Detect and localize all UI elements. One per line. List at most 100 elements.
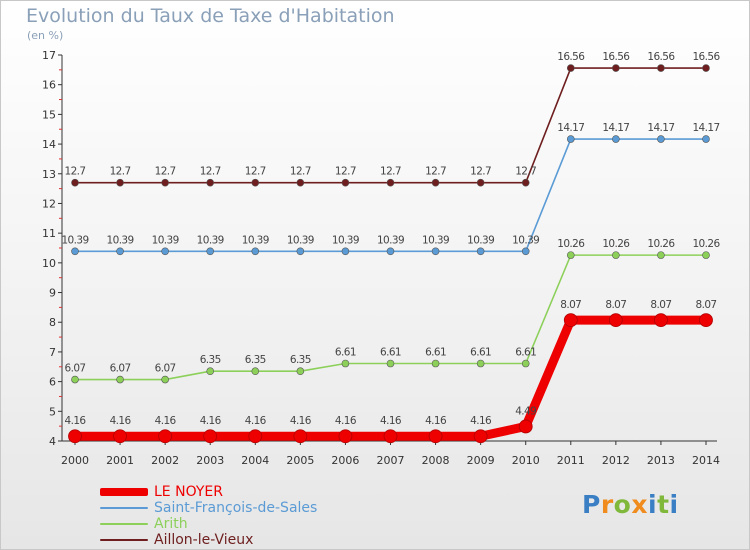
- data-label-aillon-le-vieux: 16.56: [602, 51, 630, 63]
- data-point-aillon-le-vieux: [386, 178, 395, 187]
- x-tick-label: 2008: [422, 454, 450, 467]
- data-label-le-noyer: 4.16: [200, 415, 222, 427]
- y-tick-label: 16: [42, 79, 56, 92]
- data-point-arith: [116, 375, 124, 384]
- data-label-arith: 10.26: [647, 238, 675, 250]
- data-point-saint-francois-de-sales: [71, 247, 79, 256]
- data-point-arith: [657, 251, 665, 259]
- data-label-le-noyer: 8.07: [696, 299, 717, 311]
- data-point-le-noyer: [563, 313, 578, 328]
- data-point-aillon-le-vieux: [612, 64, 620, 72]
- data-point-arith: [71, 375, 79, 384]
- data-label-saint-francois-de-sales: 10.39: [287, 234, 314, 246]
- data-label-saint-francois-de-sales: 10.39: [422, 234, 449, 246]
- data-point-aillon-le-vieux: [251, 178, 260, 187]
- data-point-saint-francois-de-sales: [431, 247, 440, 256]
- data-label-le-noyer: 8.07: [605, 299, 626, 311]
- logo-letter: P: [582, 490, 601, 519]
- data-label-arith: 10.26: [692, 238, 720, 250]
- x-tick-label: 2006: [331, 454, 359, 467]
- data-point-saint-francois-de-sales: [702, 135, 710, 143]
- data-point-le-noyer: [608, 313, 623, 328]
- logo-letter: i: [648, 490, 658, 519]
- data-label-le-noyer: 4.16: [245, 415, 267, 427]
- data-point-le-noyer: [113, 429, 127, 444]
- data-label-arith: 6.61: [380, 347, 401, 359]
- data-label-le-noyer: 4.16: [65, 415, 87, 427]
- data-point-le-noyer: [248, 429, 263, 444]
- data-point-le-noyer: [518, 419, 533, 434]
- data-point-aillon-le-vieux: [476, 178, 485, 187]
- data-point-arith: [566, 251, 575, 259]
- data-label-saint-francois-de-sales: 14.17: [647, 122, 674, 134]
- y-tick-label: 8: [49, 316, 56, 329]
- data-label-le-noyer: 4.16: [335, 415, 357, 427]
- data-point-arith: [161, 375, 169, 384]
- legend-swatch: [100, 523, 148, 525]
- y-tick-label: 6: [49, 376, 56, 389]
- data-point-aillon-le-vieux: [431, 178, 440, 187]
- data-label-aillon-le-vieux: 16.56: [647, 51, 675, 63]
- data-label-aillon-le-vieux: 12.7: [515, 166, 536, 178]
- legend-label: Arith: [154, 516, 188, 532]
- y-tick-label: 4: [49, 435, 56, 448]
- data-point-aillon-le-vieux: [71, 178, 79, 187]
- data-point-aillon-le-vieux: [116, 178, 124, 187]
- data-point-arith: [612, 251, 620, 259]
- data-label-aillon-le-vieux: 12.7: [110, 166, 131, 178]
- legend-label: LE NOYER: [154, 484, 223, 500]
- data-point-saint-francois-de-sales: [566, 135, 575, 143]
- x-tick-label: 2004: [241, 454, 269, 467]
- data-point-arith: [341, 359, 350, 368]
- data-point-aillon-le-vieux: [657, 64, 665, 72]
- y-tick-label: 10: [42, 257, 56, 270]
- data-point-saint-francois-de-sales: [341, 247, 350, 256]
- data-label-aillon-le-vieux: 16.56: [557, 51, 585, 63]
- x-tick-label: 2005: [286, 454, 314, 467]
- data-point-arith: [702, 251, 710, 259]
- data-point-le-noyer: [654, 313, 668, 328]
- logo-letter: x: [631, 490, 648, 519]
- y-tick-label: 12: [42, 197, 56, 210]
- data-label-le-noyer: 4.16: [470, 415, 492, 427]
- data-label-aillon-le-vieux: 12.7: [200, 166, 221, 178]
- data-point-saint-francois-de-sales: [116, 247, 124, 256]
- data-point-aillon-le-vieux: [161, 178, 169, 187]
- data-label-arith: 6.61: [470, 347, 491, 359]
- data-label-saint-francois-de-sales: 10.39: [152, 234, 179, 246]
- data-label-saint-francois-de-sales: 14.17: [692, 122, 719, 134]
- x-tick-label: 2013: [647, 454, 675, 467]
- data-label-arith: 6.35: [200, 354, 221, 366]
- x-tick-label: 2002: [151, 454, 179, 467]
- data-label-saint-francois-de-sales: 10.39: [332, 234, 359, 246]
- data-point-le-noyer: [158, 429, 173, 444]
- data-label-aillon-le-vieux: 12.7: [155, 166, 176, 178]
- data-point-arith: [296, 367, 305, 376]
- data-label-saint-francois-de-sales: 10.39: [512, 234, 539, 246]
- data-point-le-noyer: [338, 429, 353, 444]
- logo-letter: t: [657, 490, 670, 519]
- data-label-aillon-le-vieux: 12.7: [335, 166, 356, 178]
- y-tick-label: 14: [42, 138, 56, 151]
- data-point-le-noyer: [203, 429, 218, 444]
- data-label-arith: 6.35: [290, 354, 311, 366]
- data-point-aillon-le-vieux: [702, 64, 710, 72]
- x-tick-label: 2007: [377, 454, 405, 467]
- data-point-saint-francois-de-sales: [657, 135, 665, 143]
- data-point-arith: [206, 367, 215, 376]
- data-label-saint-francois-de-sales: 14.17: [557, 122, 584, 134]
- data-label-saint-francois-de-sales: 10.39: [197, 234, 224, 246]
- data-label-saint-francois-de-sales: 10.39: [61, 234, 88, 246]
- data-label-aillon-le-vieux: 12.7: [245, 166, 266, 178]
- data-point-le-noyer: [383, 429, 398, 444]
- data-point-aillon-le-vieux: [296, 178, 305, 187]
- data-label-saint-francois-de-sales: 14.17: [602, 122, 629, 134]
- y-tick-label: 11: [42, 227, 56, 240]
- data-point-saint-francois-de-sales: [296, 247, 305, 256]
- data-point-saint-francois-de-sales: [476, 247, 485, 256]
- data-point-arith: [521, 359, 530, 368]
- y-tick-label: 13: [42, 168, 56, 181]
- data-label-le-noyer: 8.07: [650, 299, 671, 311]
- data-label-le-noyer: 4.49: [515, 405, 536, 417]
